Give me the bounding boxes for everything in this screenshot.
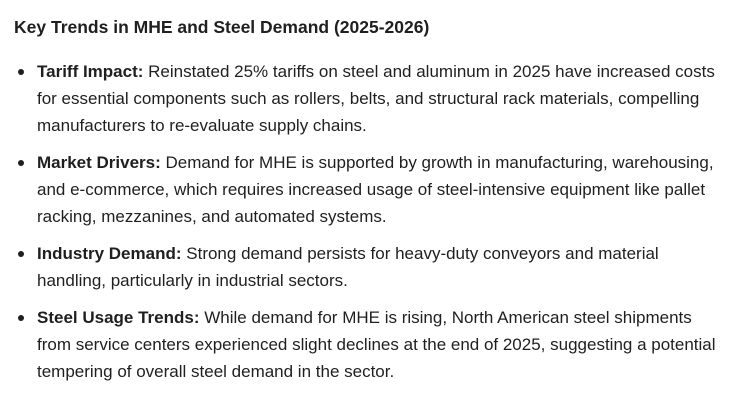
bullet-term: Steel Usage Trends: xyxy=(37,308,200,327)
bullet-term: Tariff Impact: xyxy=(37,62,144,81)
list-item: Steel Usage Trends: While demand for MHE… xyxy=(14,304,725,385)
bullet-term: Industry Demand: xyxy=(37,244,182,263)
bullet-term: Market Drivers: xyxy=(37,153,161,172)
list-item: Tariff Impact: Reinstated 25% tariffs on… xyxy=(14,58,725,139)
bullet-list: Tariff Impact: Reinstated 25% tariffs on… xyxy=(14,58,725,385)
bullet-text: While demand for MHE is rising, North Am… xyxy=(37,308,716,381)
bullet-dot-icon xyxy=(18,251,24,257)
bullet-dot-icon xyxy=(18,69,24,75)
bullet-text: Reinstated 25% tariffs on steel and alum… xyxy=(37,62,715,135)
bullet-text: Strong demand persists for heavy-duty co… xyxy=(37,244,659,290)
bullet-text: Demand for MHE is supported by growth in… xyxy=(37,153,714,226)
list-item: Industry Demand: Strong demand persists … xyxy=(14,240,725,294)
bullet-dot-icon xyxy=(18,315,24,321)
bullet-dot-icon xyxy=(18,160,24,166)
list-item: Market Drivers: Demand for MHE is suppor… xyxy=(14,149,725,230)
document-heading: Key Trends in MHE and Steel Demand (2025… xyxy=(14,17,430,37)
